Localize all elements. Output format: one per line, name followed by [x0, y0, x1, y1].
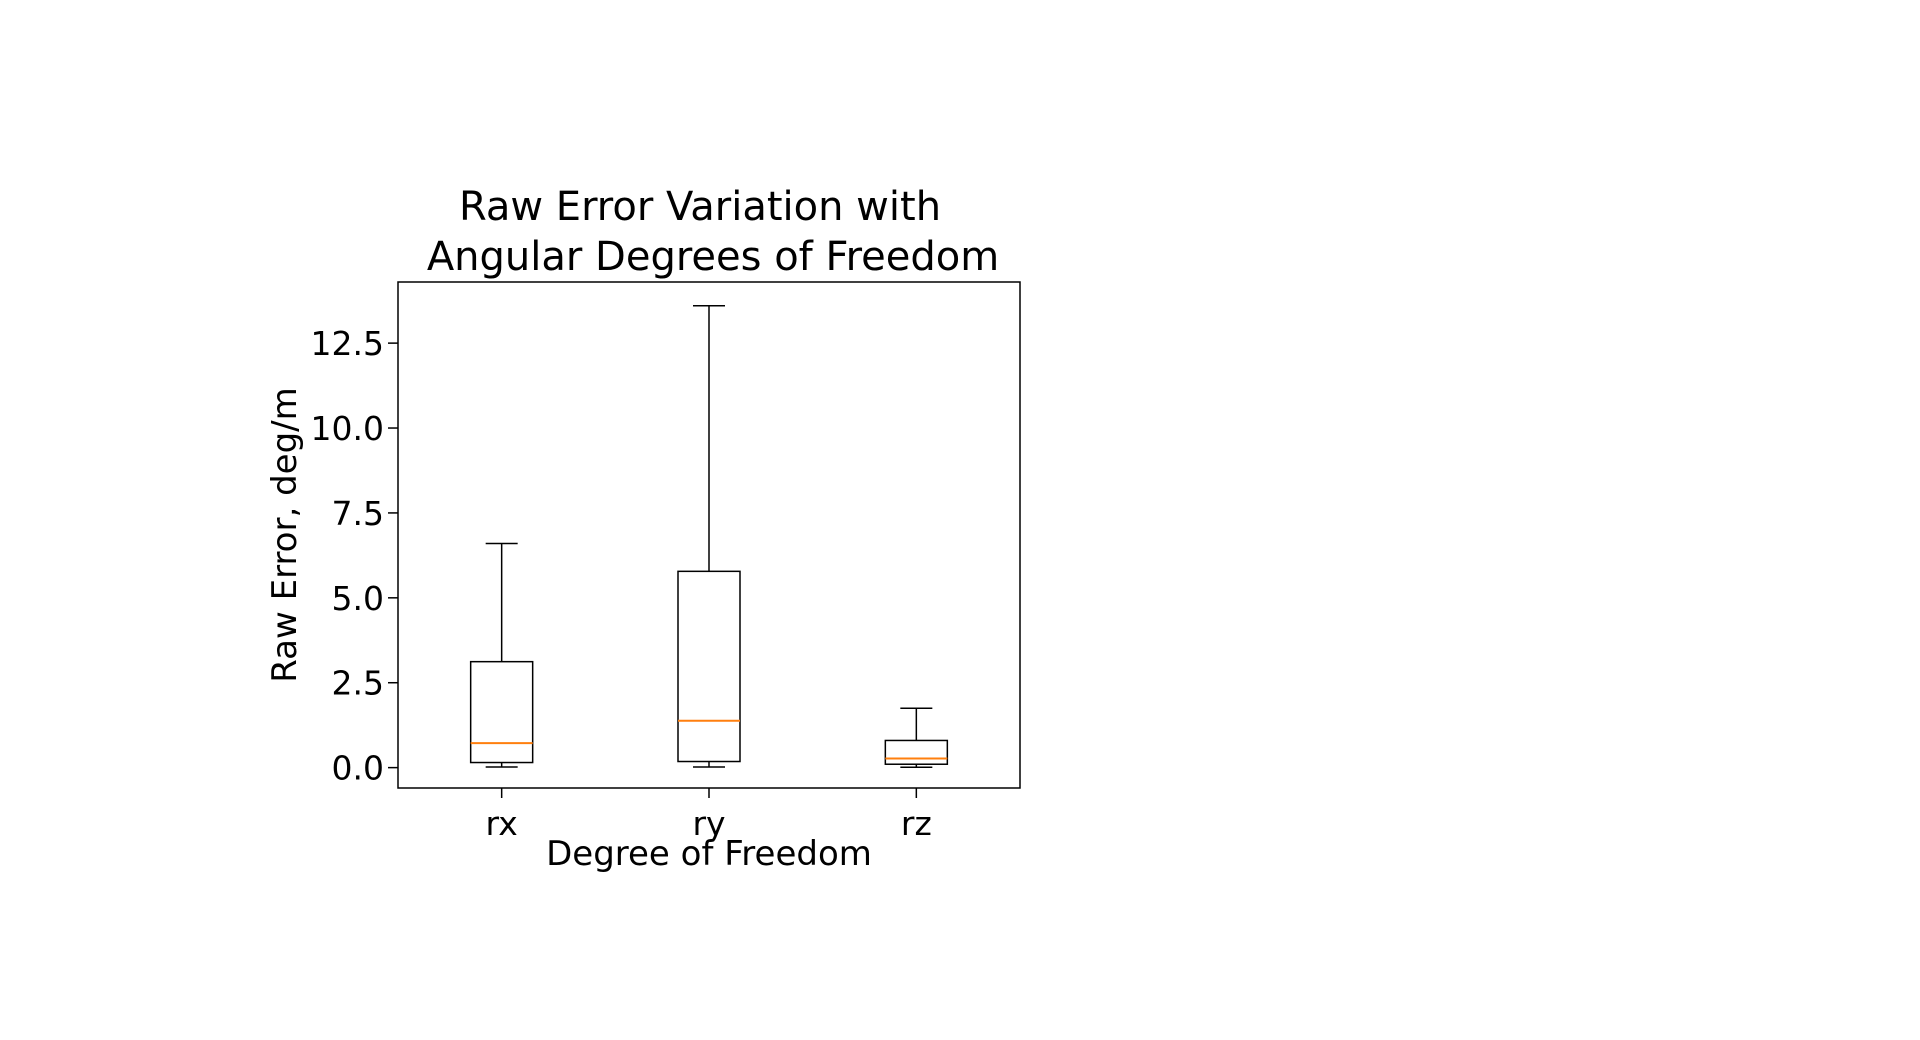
y-tick-label: 7.5: [332, 494, 384, 533]
x-tick-label: rx: [486, 804, 518, 843]
iqr-box: [677, 570, 741, 763]
x-axis-label: Degree of Freedom: [546, 834, 872, 874]
iqr-box: [884, 739, 949, 765]
plot-area: [469, 305, 949, 769]
x-tick-label: ry: [692, 804, 725, 843]
y-tick-label: 12.5: [311, 324, 384, 363]
chart-title-line-1: Raw Error Variation with: [459, 184, 941, 230]
chart-title-line-2: Angular Degrees of Freedom: [427, 234, 999, 280]
y-tick-label: 0.0: [332, 749, 384, 788]
box-ry: [677, 305, 741, 768]
y-tick-label: 2.5: [332, 664, 384, 703]
box-rx: [469, 542, 534, 768]
box-rz: [884, 707, 949, 769]
x-tick-label: rz: [901, 804, 932, 843]
iqr-box: [469, 660, 534, 764]
y-tick-label: 5.0: [332, 579, 384, 618]
y-tick-label: 10.0: [311, 409, 384, 448]
y-axis-label: Raw Error, deg/m: [265, 387, 305, 682]
